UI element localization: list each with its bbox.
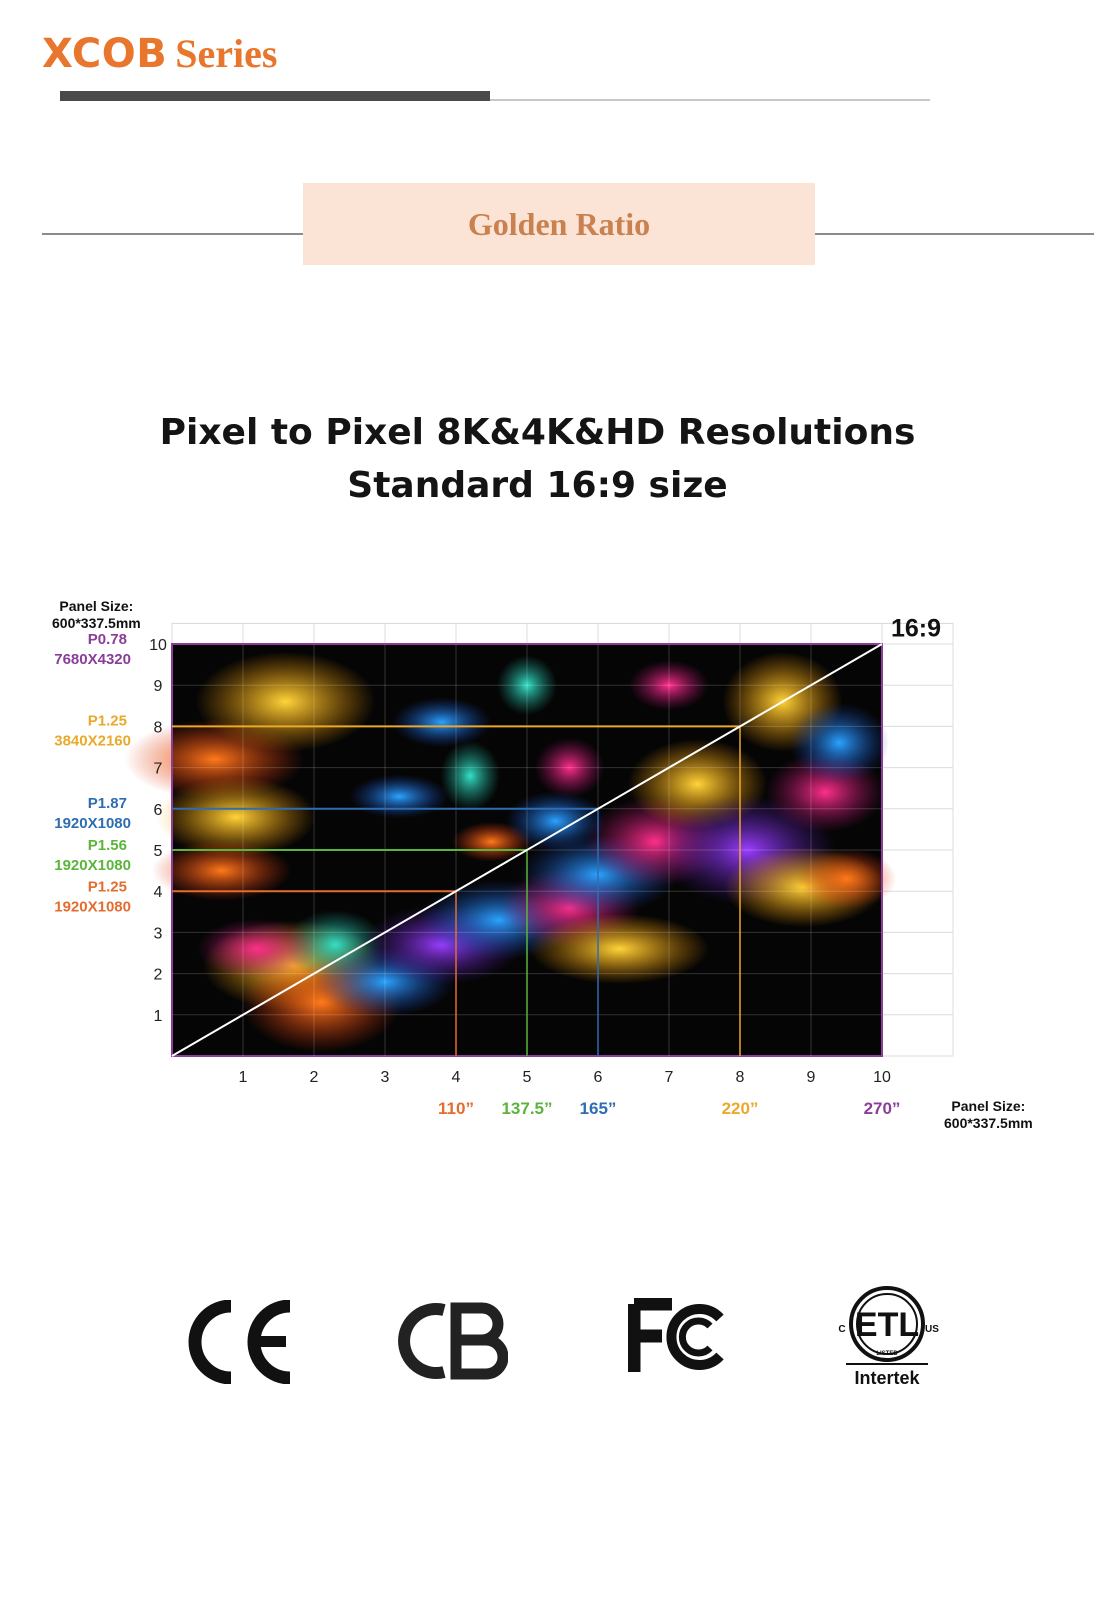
config-resolution-label: 1920X1080 (54, 898, 131, 915)
y-tick-label: 8 (154, 719, 163, 736)
ce-mark-icon (188, 1300, 291, 1384)
x-tick-label: 3 (381, 1069, 390, 1086)
config-resolution-label: 1920X1080 (54, 815, 131, 832)
etl-letters: ETL (855, 1306, 919, 1344)
paint-splash (391, 697, 492, 748)
chart-marks (171, 643, 883, 1057)
y-tick-label: 9 (154, 678, 163, 695)
paint-splash (197, 918, 318, 979)
y-tick-label: 5 (154, 843, 163, 860)
diagonal-line (171, 643, 883, 1057)
brand-series: Series (175, 31, 278, 76)
x-tick-label: 4 (452, 1069, 461, 1086)
panel-size-value: 600*337.5mm (944, 1115, 1033, 1131)
ratio-label: 16:9 (891, 615, 941, 643)
panel-size-caption: Panel Size: (59, 598, 134, 614)
etl-c: C (838, 1324, 845, 1335)
y-tick-label: 1 (154, 1008, 163, 1025)
section-ribbon: Golden Ratio (303, 183, 815, 265)
paint-splash (151, 840, 292, 901)
brand-main: XCOB (42, 31, 168, 77)
y-tick-label: 4 (154, 884, 163, 901)
page-heading-line2: Standard 16:9 size (347, 465, 728, 506)
y-tick-label: 10 (149, 637, 167, 654)
x-tick-label: 1 (239, 1069, 248, 1086)
y-tick-label: 2 (154, 967, 163, 984)
paint-splash (629, 660, 709, 711)
x-tick-label: 8 (736, 1069, 745, 1086)
intertek-wordmark: Intertek (854, 1368, 920, 1388)
paint-splash (349, 774, 450, 819)
x-tick-label: 9 (807, 1069, 816, 1086)
paint-splash (534, 737, 605, 798)
x-tick-label: 7 (665, 1069, 674, 1086)
resolution-chart: 16:9 1 2 3 4 5 6 7 8 9 10 1 2 3 4 5 6 7 8 9 10 P0.78 7680X4320… (54, 615, 954, 1118)
fcc-mark-icon (628, 1298, 724, 1372)
config-diagonal-label: 165” (580, 1099, 617, 1118)
config-pitch-label: P1.56 (88, 837, 127, 854)
etl-us: US (925, 1324, 939, 1335)
header-rule-light (490, 99, 930, 101)
paint-splash (796, 848, 897, 909)
x-tick-label: 6 (594, 1069, 603, 1086)
paint-splash (195, 651, 376, 752)
x-tick-label: 2 (310, 1069, 319, 1086)
header-rule-dark (60, 91, 490, 101)
paint-splash (440, 740, 501, 811)
config-pitch-label: P1.25 (88, 878, 127, 895)
config-pitch-label: P0.78 (88, 631, 127, 648)
config-diagonal-label: 220” (722, 1099, 759, 1118)
cb-mark-icon (398, 1302, 508, 1380)
panel-size-value: 600*337.5mm (52, 615, 141, 631)
config-resolution-label: 1920X1080 (54, 857, 131, 874)
brand-title: XCOB Series (42, 30, 277, 78)
paint-splash (505, 791, 606, 852)
panel-size-label-right: Panel Size: 600*337.5mm (944, 1098, 1033, 1132)
panel-size-caption: Panel Size: (951, 1098, 1026, 1114)
section-rule-right (814, 233, 1094, 235)
y-tick-label: 6 (154, 802, 163, 819)
config-resolution-label: 7680X4320 (54, 651, 131, 668)
etl-listed-mark-icon: ETL C US LISTED Intertek (838, 1286, 939, 1388)
config-diagonal-label: 137.5” (501, 1099, 552, 1118)
config-diagonal-label: 110” (438, 1099, 474, 1118)
config-pitch-label: P1.25 (88, 712, 127, 729)
x-tick-label: 10 (873, 1069, 891, 1086)
config-resolution-label: 3840X2160 (54, 732, 131, 749)
x-tick-label: 5 (523, 1069, 532, 1086)
y-tick-label: 3 (154, 925, 163, 942)
paint-splash (155, 777, 316, 858)
paint-splash (529, 913, 710, 984)
etl-listed: LISTED (876, 1351, 898, 1357)
panel-size-label-top: Panel Size: 600*337.5mm (52, 598, 141, 632)
paint-splash (497, 655, 557, 716)
config-pitch-label: P1.87 (88, 795, 127, 812)
section-title: Golden Ratio (467, 205, 651, 242)
paint-splash (789, 702, 890, 783)
page-heading-line1: Pixel to Pixel 8K&4K&HD Resolutions (159, 412, 916, 453)
config-diagonal-label: 270” (864, 1099, 901, 1118)
y-tick-label: 7 (154, 761, 163, 778)
chart-labels: 16:9 1 2 3 4 5 6 7 8 9 10 1 2 3 4 5 6 7 8 9 10 P0.78 7680X4320… (54, 615, 941, 1118)
section-rule-left (42, 233, 304, 235)
